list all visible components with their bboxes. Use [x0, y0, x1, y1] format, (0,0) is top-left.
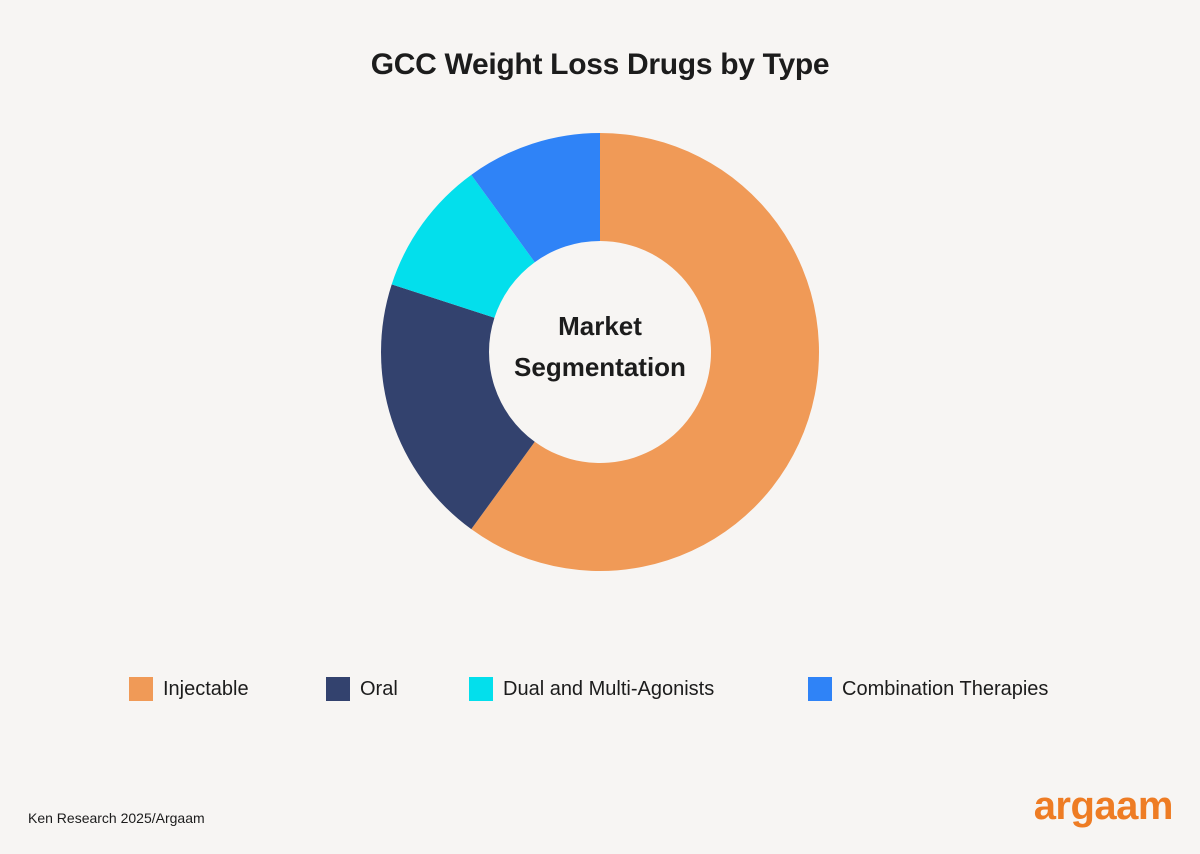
legend-item-dual-multi-agonists: Dual and Multi-Agonists: [469, 674, 714, 704]
legend: Injectable Oral Dual and Multi-Agonists …: [0, 674, 1200, 704]
source-note: Ken Research 2025/Argaam: [28, 810, 205, 826]
legend-swatch-combination-therapies: [808, 677, 832, 701]
donut-slice-injectable: [471, 133, 819, 571]
legend-item-oral: Oral: [326, 674, 398, 704]
legend-item-combination-therapies: Combination Therapies: [808, 674, 1048, 704]
donut-slices: [380, 133, 819, 571]
center-label-line-1: Market: [558, 311, 642, 341]
legend-swatch-oral: [326, 677, 350, 701]
legend-item-injectable: Injectable: [129, 674, 249, 704]
legend-label-dual-multi-agonists: Dual and Multi-Agonists: [503, 677, 715, 700]
legend-label-injectable: Injectable: [163, 677, 249, 700]
chart-title: GCC Weight Loss Drugs by Type: [370, 48, 830, 81]
donut-slice-oral: [380, 284, 535, 530]
donut-slice-combination-therapies: [471, 133, 600, 263]
legend-label-combination-therapies: Combination Therapies: [842, 677, 1049, 700]
donut-slice-dual-and-multi-agonists: [391, 174, 535, 318]
brand-logo: argaam: [1033, 784, 1174, 828]
legend-swatch-injectable: [129, 677, 153, 701]
legend-label-oral: Oral: [360, 677, 398, 700]
center-label-line-2: Segmentation: [514, 352, 686, 382]
legend-swatch-dual-multi-agonists: [469, 677, 493, 701]
